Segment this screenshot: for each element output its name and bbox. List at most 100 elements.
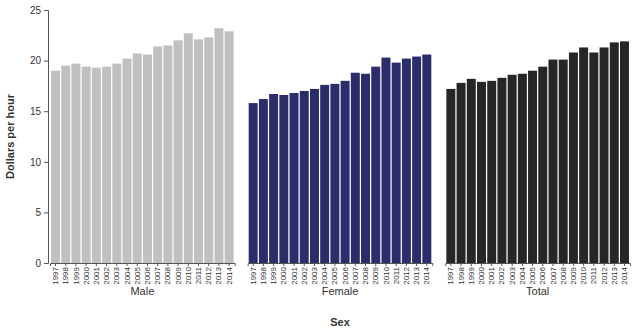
- bar: [610, 42, 619, 263]
- tick: 2012: [204, 263, 213, 285]
- tick-label: 2004: [518, 266, 527, 284]
- bar: [204, 37, 213, 263]
- tick: 2010: [184, 263, 193, 285]
- axis-line: [446, 264, 631, 267]
- tick-label: 2011: [194, 266, 203, 284]
- tick-mark: [157, 263, 158, 266]
- tick: 2002: [300, 263, 309, 285]
- tick: 2008: [361, 263, 370, 285]
- tick: 5: [35, 207, 48, 218]
- tick-mark: [44, 111, 48, 112]
- tick: 2006: [341, 263, 350, 285]
- tick-mark: [116, 263, 117, 266]
- tick: 2001: [487, 263, 496, 285]
- tick-mark: [481, 263, 482, 266]
- tick: 2011: [589, 263, 598, 284]
- tick-label: 2008: [559, 266, 568, 284]
- tick-label: 2005: [133, 266, 142, 284]
- bar: [559, 60, 568, 263]
- tick: 0: [35, 258, 48, 269]
- tick-mark: [44, 263, 48, 264]
- tick-mark: [75, 263, 76, 266]
- tick: 1999: [269, 263, 278, 285]
- tick-mark: [604, 263, 605, 266]
- bar: [412, 57, 421, 263]
- bar: [548, 60, 557, 263]
- tick: 2000: [477, 263, 486, 285]
- tick-label: 2003: [112, 266, 121, 284]
- tick-label: 20: [30, 55, 42, 66]
- tick-mark: [461, 263, 462, 266]
- bar: [310, 89, 319, 263]
- tick: 20: [30, 55, 48, 66]
- tick-label: 2014: [225, 266, 234, 284]
- y-axis: 0510152025: [30, 5, 49, 269]
- tick-mark: [167, 263, 168, 266]
- tick-label: 2004: [123, 266, 132, 284]
- bar: [61, 66, 70, 263]
- tick-label: 2006: [341, 266, 350, 284]
- tick-mark: [253, 263, 254, 266]
- tick: 2011: [194, 263, 203, 284]
- tick-mark: [137, 263, 138, 266]
- tick-label: 2009: [569, 266, 578, 284]
- bar: [133, 54, 142, 263]
- tick: 2002: [102, 263, 111, 285]
- tick-mark: [208, 263, 209, 266]
- tick: 25: [30, 5, 48, 16]
- tick-mark: [491, 263, 492, 266]
- tick-mark: [106, 263, 107, 266]
- tick: 2004: [320, 263, 329, 285]
- tick-mark: [324, 263, 325, 266]
- bar: [163, 45, 172, 263]
- tick-label: 2005: [330, 266, 339, 284]
- panel-label: Female: [322, 285, 359, 297]
- tick-mark: [44, 61, 48, 62]
- tick-label: 2012: [600, 266, 609, 284]
- tick-label: 2005: [528, 266, 537, 284]
- tick: 2008: [559, 263, 568, 285]
- tick: 2008: [163, 263, 172, 285]
- tick-label: 2014: [422, 266, 431, 284]
- tick: 2001: [92, 263, 101, 285]
- tick: 10: [30, 157, 48, 168]
- bar: [279, 95, 288, 263]
- tick-label: 2001: [290, 266, 299, 284]
- tick-label: 2000: [477, 266, 486, 284]
- tick-mark: [450, 263, 451, 266]
- bar: [71, 64, 80, 263]
- tick-label: 1997: [446, 266, 455, 284]
- tick-label: 2009: [174, 266, 183, 284]
- tick-label: 2008: [361, 266, 370, 284]
- tick-mark: [532, 263, 533, 266]
- axis-line: [51, 264, 236, 267]
- tick: 2009: [569, 263, 578, 285]
- tick-label: 2007: [549, 266, 558, 284]
- tick: 2012: [402, 263, 411, 285]
- bar: [579, 47, 588, 263]
- tick: 2010: [382, 263, 391, 285]
- tick: 2006: [538, 263, 547, 285]
- tick: 2014: [225, 263, 234, 285]
- tick-label: 2002: [497, 266, 506, 284]
- bar: [467, 79, 476, 263]
- tick-mark: [593, 263, 594, 266]
- bar: [381, 58, 390, 263]
- bar: [569, 53, 578, 263]
- tick: 2006: [143, 263, 152, 285]
- tick-label: 1998: [61, 266, 70, 284]
- bar: [300, 91, 309, 263]
- tick-mark: [512, 263, 513, 266]
- bar: [51, 71, 60, 263]
- tick: 2005: [330, 263, 339, 285]
- tick-label: 10: [30, 157, 42, 168]
- tick-mark: [416, 263, 417, 266]
- bar: [528, 71, 537, 263]
- tick: 2005: [133, 263, 142, 285]
- bar: [102, 67, 111, 263]
- tick-mark: [263, 263, 264, 266]
- tick-mark: [304, 263, 305, 266]
- tick: 1998: [259, 263, 268, 285]
- tick: 1998: [61, 263, 70, 285]
- tick: 2003: [112, 263, 121, 285]
